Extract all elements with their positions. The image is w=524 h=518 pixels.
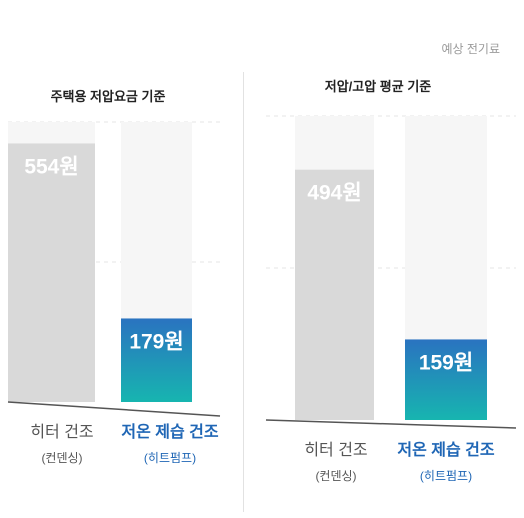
chart-title: 주택용 저압요금 기준 xyxy=(51,89,166,104)
bar-value-label: 159원 xyxy=(419,351,473,374)
bar-heatpump xyxy=(405,339,487,420)
category-sublabel: (히트펌프) xyxy=(144,451,196,465)
bar-heater xyxy=(295,169,374,420)
category-label: 히터 건조 xyxy=(30,423,93,441)
chart-title: 저압/고압 평균 기준 xyxy=(325,79,432,94)
bar-heater xyxy=(8,143,95,402)
header-note: 예상 전기료 xyxy=(441,42,500,56)
bar-value-label: 494원 xyxy=(307,182,361,205)
category-label: 히터 건조 xyxy=(304,441,367,459)
category-sublabel: (컨덴싱) xyxy=(315,469,356,483)
bar-value-label: 554원 xyxy=(24,155,78,178)
bar-heatpump xyxy=(121,318,192,402)
category-sublabel: (히트펌프) xyxy=(420,469,472,483)
category-label: 저온 제습 건조 xyxy=(397,441,494,459)
bar-value-label: 179원 xyxy=(129,330,183,353)
baseline xyxy=(7,401,221,417)
baseline xyxy=(265,419,517,429)
category-sublabel: (컨덴싱) xyxy=(41,451,82,465)
category-label: 저온 제습 건조 xyxy=(121,423,218,441)
panel-divider xyxy=(243,72,244,512)
